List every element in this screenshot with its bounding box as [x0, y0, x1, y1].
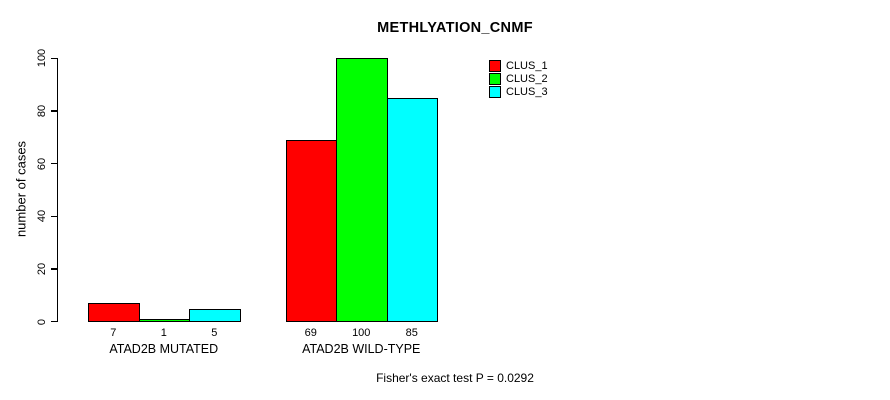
bar-clus_3-group2 [386, 97, 438, 322]
y-axis-tick-label: 20 [36, 262, 48, 276]
y-axis-tick-label: 40 [36, 210, 48, 223]
y-axis-label: number of cases [13, 140, 29, 238]
category-label-group1: ATAD2B MUTATED [109, 342, 219, 356]
y-axis-tick [51, 215, 57, 217]
bar-clus_1-group1 [88, 303, 140, 322]
legend-row-clus_1: CLUS_1 [489, 60, 548, 72]
bar-clus_1-group2 [285, 139, 337, 322]
legend-label: CLUS_3 [506, 86, 548, 98]
bar-clus_2-group2 [336, 58, 388, 322]
y-axis-tick [51, 57, 57, 59]
bar-value-label: 85 [405, 327, 418, 339]
legend-label: CLUS_2 [506, 73, 548, 85]
bar-clus_2-group1 [138, 319, 190, 322]
bar-clus_3-group1 [189, 308, 241, 322]
bar-value-label: 100 [352, 327, 371, 339]
bar-value-label: 1 [160, 327, 167, 339]
y-axis-tick-label: 100 [36, 49, 48, 68]
y-axis-tick [51, 163, 57, 165]
y-axis-tick [51, 321, 57, 323]
footer-stat-text: Fisher's exact test P = 0.0292 [376, 371, 534, 385]
legend-swatch-clus_1 [489, 60, 501, 72]
y-axis-tick-label: 0 [36, 318, 48, 325]
legend-label: CLUS_1 [506, 60, 548, 72]
y-axis-tick [51, 268, 57, 270]
category-label-group2: ATAD2B WILD-TYPE [302, 342, 421, 356]
bar-value-label: 7 [110, 327, 117, 339]
bar-value-label: 5 [211, 327, 218, 339]
y-axis-tick-label: 80 [36, 104, 48, 118]
chart-title: METHLYATION_CNMF [377, 20, 533, 36]
y-axis-tick-label: 60 [36, 157, 48, 170]
legend-swatch-clus_3 [489, 86, 501, 98]
y-axis-line [57, 58, 59, 322]
y-axis-tick [51, 110, 57, 112]
bar-value-label: 69 [304, 327, 317, 339]
legend-swatch-clus_2 [489, 73, 501, 85]
legend-row-clus_3: CLUS_3 [489, 86, 548, 98]
legend-row-clus_2: CLUS_2 [489, 73, 548, 85]
legend: CLUS_1 CLUS_2 CLUS_3 [489, 60, 548, 99]
